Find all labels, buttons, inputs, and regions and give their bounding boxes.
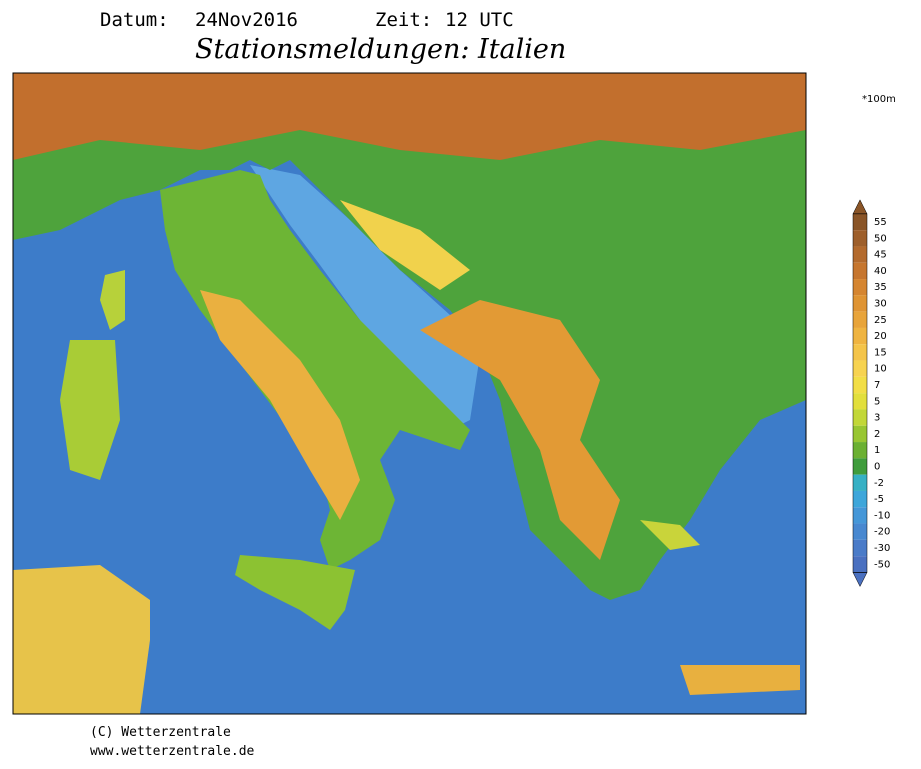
colorbar-label: 40 bbox=[874, 266, 887, 277]
colorbar-swatch bbox=[853, 523, 867, 540]
colorbar-cap-top bbox=[852, 199, 868, 215]
date-label: Datum: bbox=[100, 9, 169, 31]
colorbar-label: 5 bbox=[874, 396, 880, 407]
colorbar-swatch bbox=[853, 279, 867, 296]
colorbar-label: -30 bbox=[874, 543, 890, 554]
apennines bbox=[200, 290, 360, 520]
colorbar-swatch bbox=[853, 539, 867, 557]
colorbar-cap-bottom bbox=[852, 572, 868, 588]
colorbar-swatch bbox=[853, 490, 867, 508]
land-italy bbox=[160, 170, 470, 570]
colorbar-swatch bbox=[853, 507, 867, 524]
colorbar-swatch bbox=[853, 409, 867, 426]
colorbar-swatch bbox=[853, 474, 867, 491]
date: 24Nov2016 bbox=[195, 9, 298, 31]
colorbar-label: 3 bbox=[874, 413, 880, 424]
dinaric-hills bbox=[340, 200, 470, 290]
colorbar-label: 50 bbox=[874, 233, 887, 244]
colorbar-swatch bbox=[853, 295, 867, 312]
colorbar-swatch bbox=[853, 246, 867, 263]
colorbar-swatch bbox=[853, 393, 867, 410]
colorbar-swatch bbox=[853, 556, 867, 573]
time: 12 UTC bbox=[445, 9, 514, 31]
legend-unit: *100m bbox=[862, 94, 896, 105]
land-crete bbox=[680, 665, 800, 695]
colorbar-label: -20 bbox=[874, 527, 890, 538]
land-corsica bbox=[100, 270, 125, 330]
map-title: Stationsmeldungen: Italien bbox=[195, 34, 566, 65]
colorbar-label: 20 bbox=[874, 331, 887, 342]
time-label: Zeit: bbox=[375, 9, 432, 31]
colorbar-label: -10 bbox=[874, 510, 890, 521]
colorbar-label: -50 bbox=[874, 559, 890, 570]
colorbar-label: 30 bbox=[874, 299, 887, 310]
colorbar-label: 45 bbox=[874, 250, 887, 261]
colorbar-swatch bbox=[853, 376, 867, 394]
colorbar-label: 7 bbox=[874, 380, 880, 391]
colorbar-label: -5 bbox=[874, 494, 884, 505]
source-url: www.wetterzentrale.de bbox=[90, 744, 255, 759]
colorbar-swatch bbox=[853, 311, 867, 328]
map bbox=[12, 72, 807, 715]
colorbar-swatch bbox=[853, 262, 867, 280]
alps bbox=[13, 73, 806, 160]
colorbar-swatch bbox=[853, 327, 867, 345]
colorbar-swatch bbox=[853, 458, 867, 475]
colorbar-frame bbox=[852, 213, 868, 573]
balkan-mountains bbox=[420, 300, 620, 560]
colorbar-swatch bbox=[853, 425, 867, 443]
map-frame bbox=[12, 72, 807, 715]
copyright: (C) Wetterzentrale bbox=[90, 725, 231, 740]
colorbar-swatch bbox=[853, 442, 867, 459]
land-islands bbox=[640, 520, 700, 550]
colorbar-label: 15 bbox=[874, 347, 887, 358]
colorbar-swatch bbox=[853, 344, 867, 361]
colorbar-label: 10 bbox=[874, 364, 887, 375]
colorbar-label: 0 bbox=[874, 462, 880, 473]
colorbar: 55504540353025201510753210-2-5-10-20-30-… bbox=[852, 199, 890, 588]
colorbar-swatch bbox=[853, 213, 867, 231]
colorbar-label: 25 bbox=[874, 315, 887, 326]
colorbar-label: 35 bbox=[874, 282, 887, 293]
land-sardinia bbox=[60, 340, 120, 480]
colorbar-label: -2 bbox=[874, 478, 884, 489]
land-north-balkans bbox=[13, 73, 806, 600]
colorbar-label: 2 bbox=[874, 429, 880, 440]
colorbar-swatch bbox=[853, 230, 867, 247]
colorbar-swatch bbox=[853, 360, 867, 377]
colorbar-label: 1 bbox=[874, 445, 880, 456]
land-africa bbox=[13, 565, 150, 714]
land-sicily bbox=[235, 555, 355, 630]
adriatic-shallow bbox=[250, 165, 480, 440]
colorbar-label: 55 bbox=[874, 217, 887, 228]
